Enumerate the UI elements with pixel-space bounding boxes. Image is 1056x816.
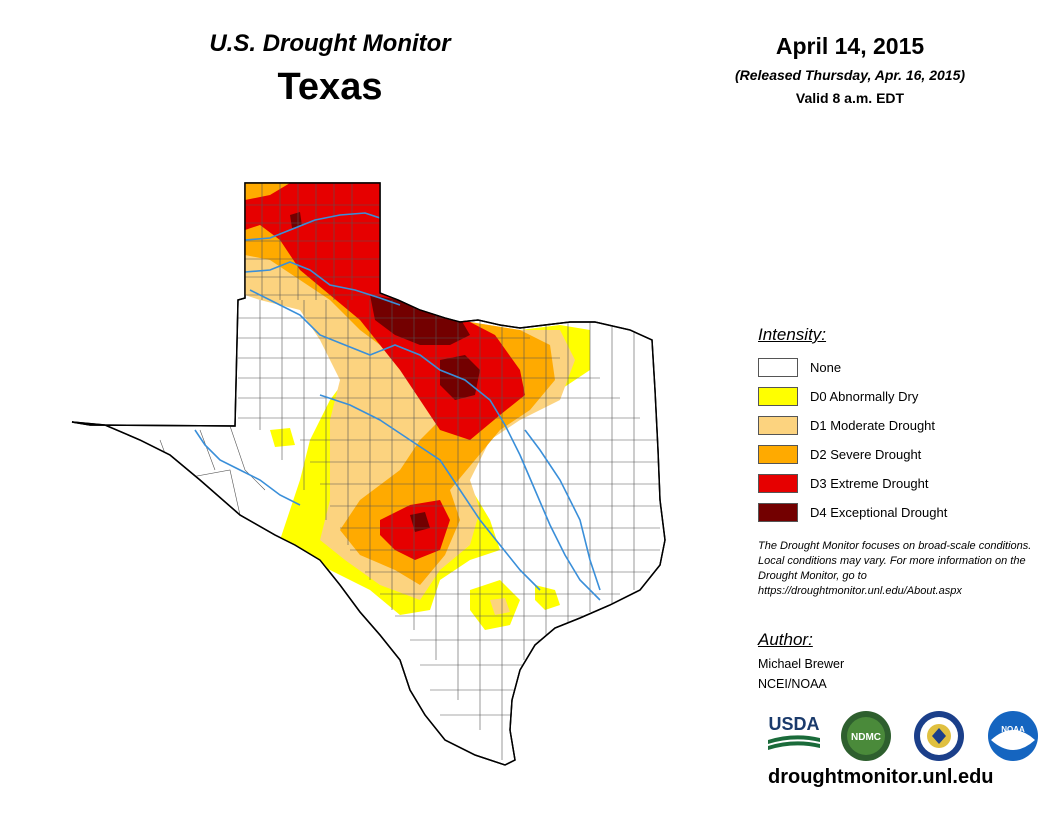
map-title: U.S. Drought Monitor xyxy=(209,30,451,57)
site-url[interactable]: droughtmonitor.unl.edu xyxy=(768,766,994,788)
trinity-river xyxy=(524,429,601,591)
author-org: NCEI/NOAA xyxy=(758,677,827,691)
rio-grande xyxy=(194,429,301,506)
doc-seal-icon xyxy=(914,711,964,761)
texas-drought-map xyxy=(71,182,666,766)
legend-swatch xyxy=(758,416,798,435)
legend-swatch xyxy=(758,503,798,522)
legend-item-d3: D3 Extreme Drought xyxy=(758,469,1038,498)
state-name: Texas xyxy=(277,66,383,108)
legend: Intensity: None D0 Abnormally Dry D1 Mod… xyxy=(758,325,1038,527)
legend-swatch xyxy=(758,445,798,464)
legend-title: Intensity: xyxy=(758,325,827,344)
red-river xyxy=(244,212,381,241)
monitor-note: The Drought Monitor focuses on broad-sca… xyxy=(758,540,1032,597)
legend-label: D2 Severe Drought xyxy=(810,447,922,462)
legend-swatch xyxy=(758,474,798,493)
legend-item-d1: D1 Moderate Drought xyxy=(758,411,1038,440)
usda-logo-text: USDA xyxy=(768,714,819,734)
author-name: Michael Brewer xyxy=(758,657,845,671)
legend-item-d2: D2 Severe Drought xyxy=(758,440,1038,469)
rivers xyxy=(194,212,601,601)
legend-label: D3 Extreme Drought xyxy=(810,476,929,491)
canadian-river xyxy=(244,261,401,306)
colorado-river xyxy=(319,394,541,591)
county-lines xyxy=(99,183,660,760)
brazos-river xyxy=(249,289,601,601)
legend-label: D0 Abnormally Dry xyxy=(810,389,919,404)
legend-item-d0: D0 Abnormally Dry xyxy=(758,382,1038,411)
release-date: (Released Thursday, Apr. 16, 2015) xyxy=(734,67,966,83)
noaa-logo-text: NOAA xyxy=(1001,725,1025,734)
map-date: April 14, 2015 xyxy=(775,33,925,59)
legend-swatch xyxy=(758,358,798,377)
author-heading: Author: xyxy=(758,630,813,649)
legend-item-none: None xyxy=(758,353,1038,382)
state-border xyxy=(71,182,666,766)
legend-label: D4 Exceptional Drought xyxy=(810,505,948,520)
legend-label: None xyxy=(810,360,842,375)
legend-item-d4: D4 Exceptional Drought xyxy=(758,498,1038,527)
ndmc-logo-text: NDMC xyxy=(851,732,881,743)
ndmc-logo: NDMC xyxy=(841,711,891,761)
legend-swatch xyxy=(758,387,798,406)
legend-label: D1 Moderate Drought xyxy=(810,418,936,433)
noaa-logo: NOAA xyxy=(988,711,1038,761)
valid-time: Valid 8 a.m. EDT xyxy=(795,90,905,106)
usda-logo: USDA xyxy=(768,714,820,750)
